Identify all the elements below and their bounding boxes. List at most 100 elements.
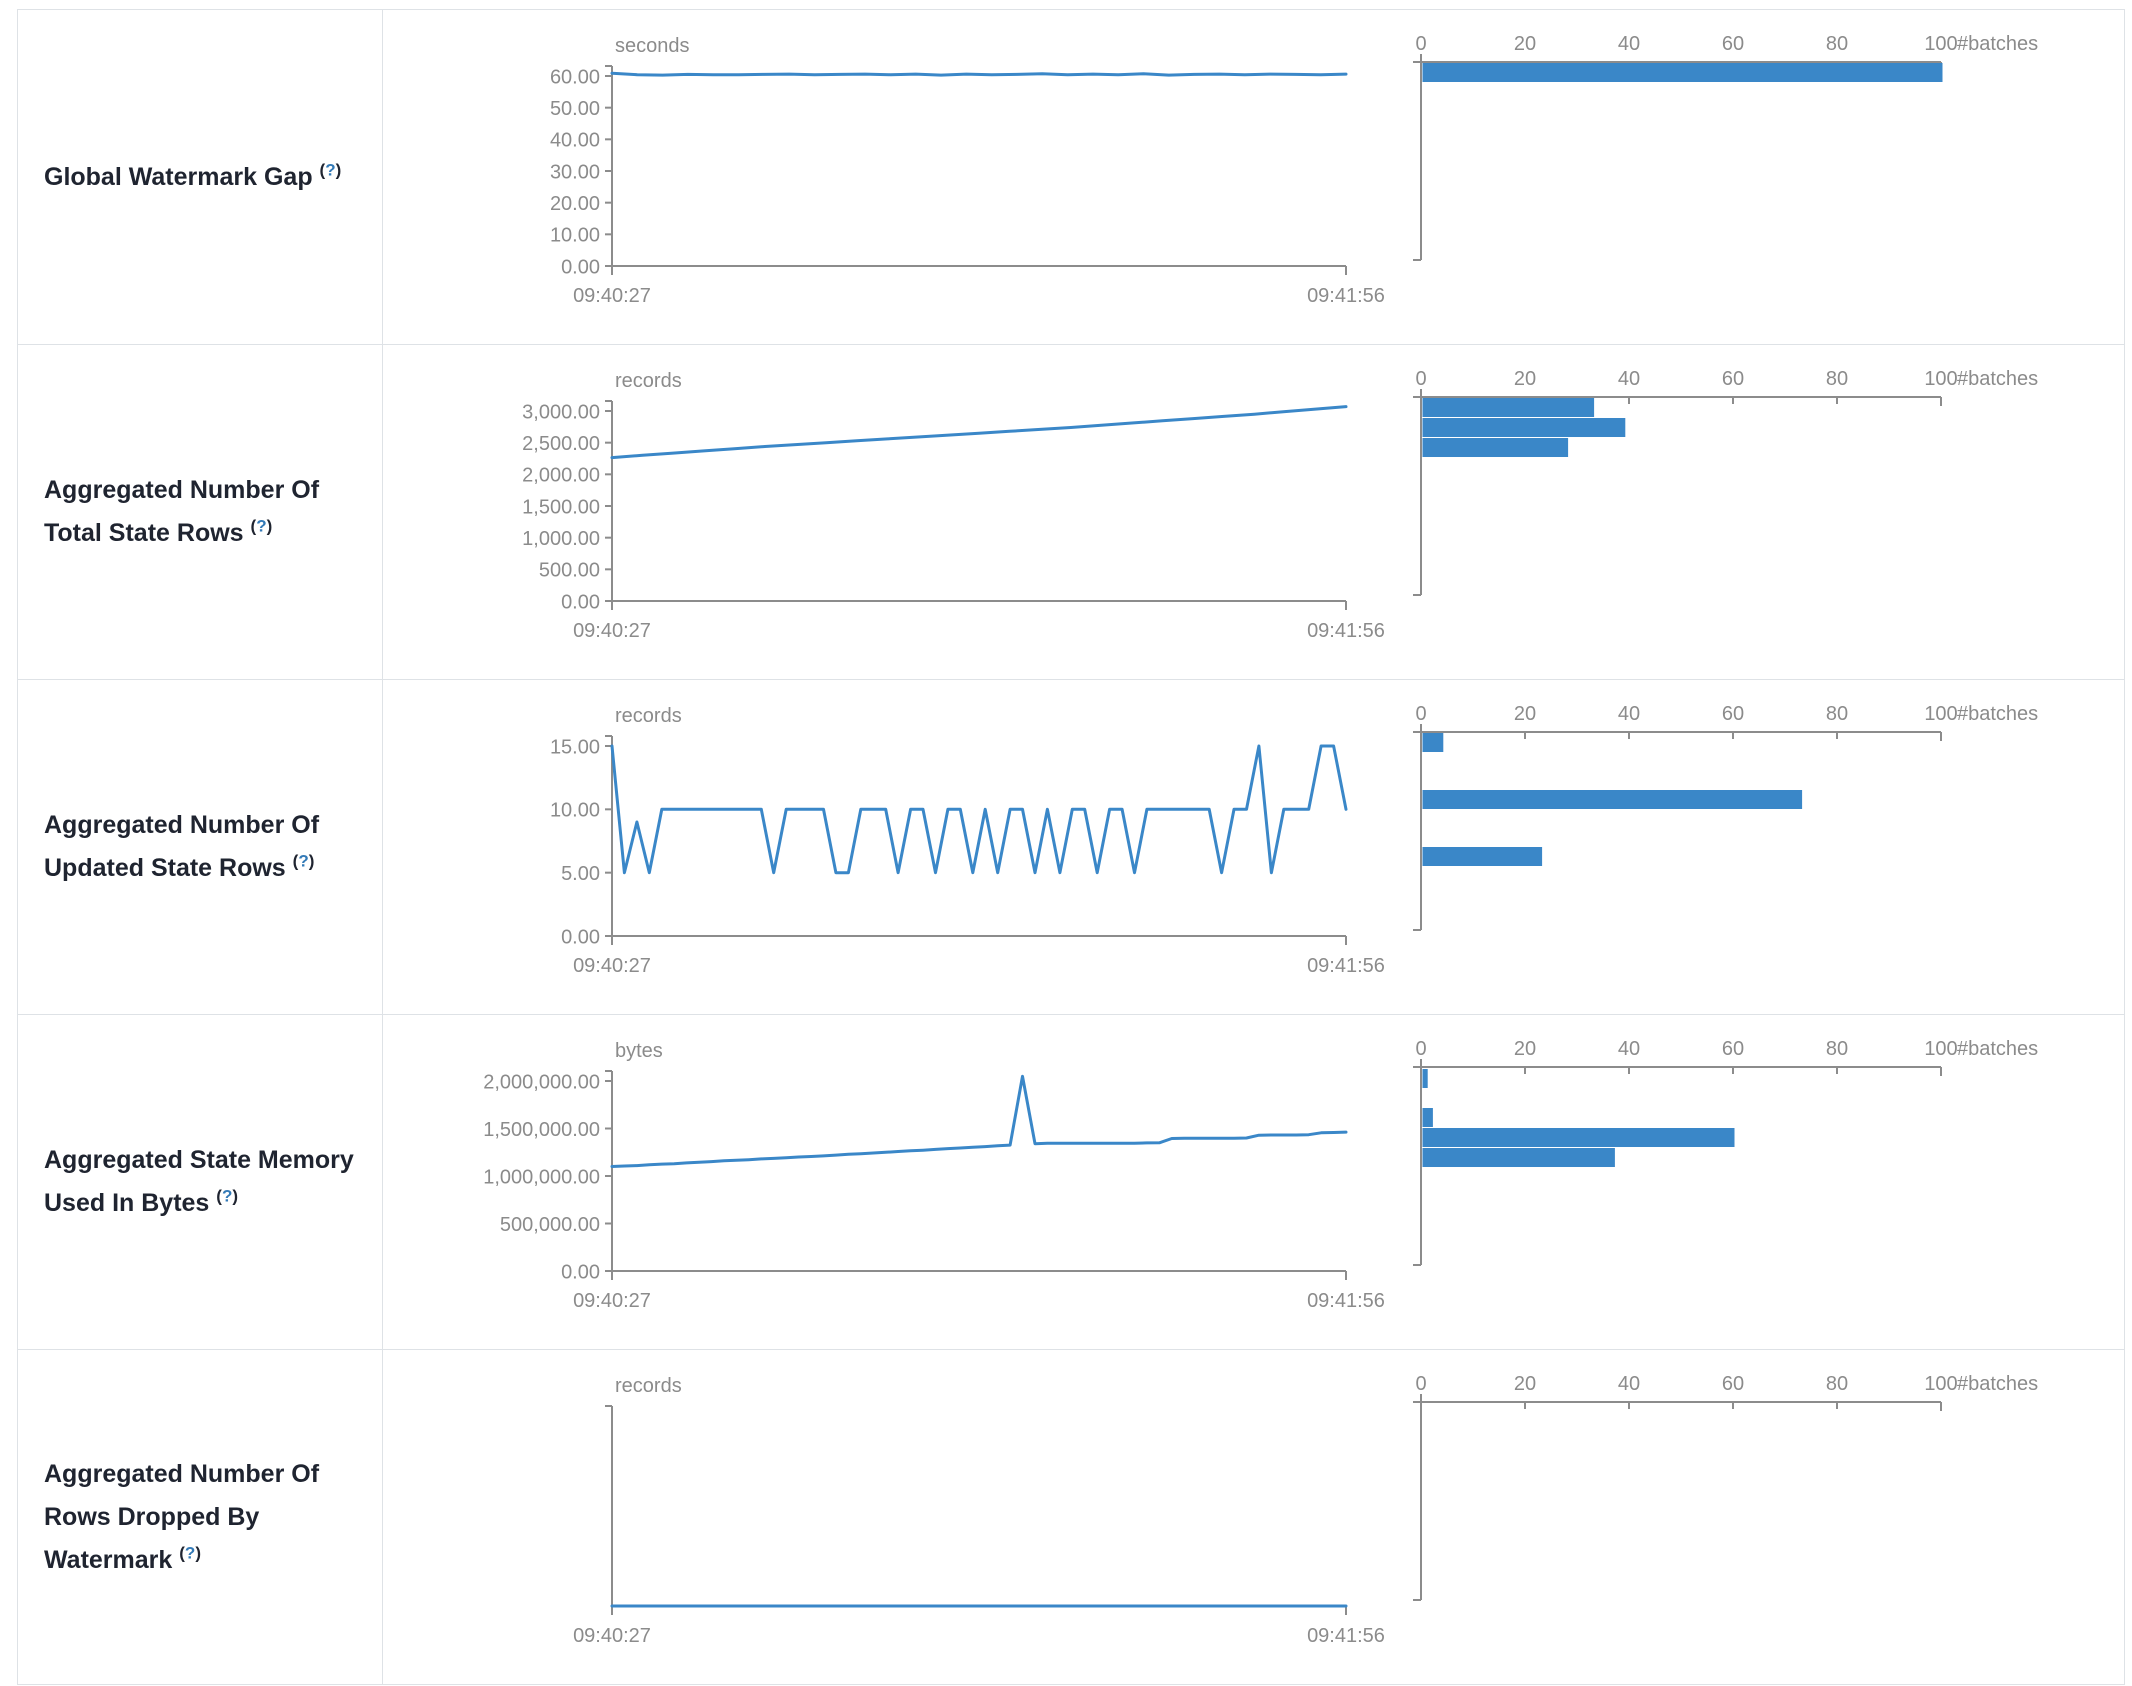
metric-chart-cell: seconds 60.00 50.00 40.00 30.00 20.00 10.00 0.0… — [383, 10, 2124, 344]
histogram-x-tick-label: 20 — [1514, 1038, 1536, 1060]
timeline-chart: bytes 2,000,000.00 1,500,000.00 1,000,000.0… — [483, 1040, 1385, 1312]
histogram-x-tick-label: 100 — [1924, 1373, 1957, 1395]
timeline-series-line — [610, 71, 1348, 77]
metric-charts-svg: records 15.00 10.00 5.00 0.00 09:40:27 09:41:5… — [550, 703, 2038, 977]
timeline-chart: records 3,000.00 2,500.00 2,000.00 1,500.00 1… — [522, 370, 1385, 642]
help-question-icon[interactable]: ? — [325, 160, 336, 180]
metric-label: Aggregated Number Of Rows Dropped By Wat… — [44, 1453, 354, 1582]
streaming-statistics-table: Global Watermark Gap (?) seconds 60.00 50.… — [17, 9, 2125, 1685]
metric-charts-svg: seconds 60.00 50.00 40.00 30.00 20.00 10.00 0.0… — [550, 33, 2038, 307]
metric-chart-cell: bytes 2,000,000.00 1,500,000.00 1,000,000.0… — [383, 1015, 2124, 1349]
metric-label: Aggregated Number Of Updated State Rows … — [44, 804, 354, 890]
histogram-x-tick-label: 40 — [1618, 368, 1640, 390]
timeline-y-tick-label: 5.00 — [561, 863, 600, 885]
metric-label-text: Aggregated Number Of Updated State Rows — [44, 811, 320, 882]
timeline-unit-label: records — [615, 705, 682, 727]
timeline-y-tick-label: 500.00 — [539, 560, 600, 582]
metric-row: Aggregated Number Of Total State Rows (?… — [18, 345, 2124, 680]
help-paren-open: ( — [216, 1186, 222, 1206]
help-question-icon[interactable]: ? — [184, 1543, 196, 1563]
help-link[interactable]: (?) — [320, 160, 342, 179]
timeline-y-tick-label: 20.00 — [550, 193, 600, 215]
timeline-end-time-label: 09:41:56 — [1307, 1625, 1385, 1647]
timeline-chart: seconds 60.00 50.00 40.00 30.00 20.00 10.00 0.0… — [550, 35, 1385, 307]
timeline-end-time-label: 09:41:56 — [1307, 620, 1385, 642]
timeline-start-time-label: 09:40:27 — [573, 285, 651, 307]
histogram-x-tick-label: 80 — [1826, 703, 1848, 725]
histogram-x-tick-label: 20 — [1514, 33, 1536, 55]
metric-label-cell: Aggregated Number Of Rows Dropped By Wat… — [18, 1350, 383, 1684]
histogram-bar — [1422, 398, 1595, 417]
histogram-x-tick-label: 0 — [1415, 703, 1426, 725]
timeline-y-tick-label: 2,500.00 — [522, 433, 600, 455]
histogram-x-tick-label: 60 — [1722, 368, 1744, 390]
histogram-x-tick-label: 60 — [1722, 33, 1744, 55]
help-link[interactable]: (?) — [293, 852, 315, 871]
metric-charts-svg: records 3,000.00 2,500.00 2,000.00 1,500.00 1… — [522, 368, 2038, 642]
timeline-y-tick-label: 0.00 — [561, 256, 600, 278]
histogram-x-tick-label: 100 — [1924, 1038, 1957, 1060]
timeline-y-tick-label: 30.00 — [550, 161, 600, 183]
metric-row: Global Watermark Gap (?) seconds 60.00 50.… — [18, 10, 2124, 345]
histogram-chart: 0 20 40 60 80 100 #batches — [1413, 703, 2038, 931]
histogram-x-tick-label: 80 — [1826, 1038, 1848, 1060]
histogram-x-tick-label: 0 — [1415, 1373, 1426, 1395]
timeline-y-tick-label: 2,000.00 — [522, 465, 600, 487]
help-paren-open: ( — [250, 516, 257, 536]
timeline-y-tick-label: 3,000.00 — [522, 401, 600, 423]
histogram-x-tick-label: 80 — [1826, 1373, 1848, 1395]
timeline-unit-label: records — [615, 370, 682, 392]
timeline-end-time-label: 09:41:56 — [1307, 955, 1385, 977]
histogram-x-tick-label: 20 — [1514, 703, 1536, 725]
help-paren-open: ( — [319, 160, 326, 180]
timeline-unit-label: bytes — [615, 1040, 663, 1062]
histogram-axis-title: #batches — [1957, 368, 2038, 390]
metric-charts-svg: bytes 2,000,000.00 1,500,000.00 1,000,000.0… — [483, 1038, 2038, 1312]
timeline-y-tick-label: 50.00 — [550, 98, 600, 120]
metric-label-text: Aggregated State Memory Used In Bytes — [44, 1146, 354, 1217]
timeline-unit-label: seconds — [615, 35, 690, 57]
histogram-x-tick-label: 100 — [1924, 703, 1957, 725]
histogram-bar — [1422, 1069, 1428, 1088]
metric-label-text: Aggregated Number Of Total State Rows — [44, 476, 320, 547]
help-link[interactable]: (?) — [179, 1543, 201, 1562]
histogram-x-tick-label: 40 — [1618, 1373, 1640, 1395]
histogram-axis-title: #batches — [1957, 1038, 2038, 1060]
timeline-y-tick-label: 40.00 — [550, 130, 600, 152]
metric-label: Aggregated Number Of Total State Rows (?… — [44, 469, 354, 555]
metric-label-cell: Aggregated Number Of Updated State Rows … — [18, 680, 383, 1014]
timeline-y-tick-label: 60.00 — [550, 66, 600, 88]
help-link[interactable]: (?) — [251, 517, 273, 536]
histogram-bar — [1422, 1128, 1735, 1147]
help-paren-close: ) — [195, 1543, 201, 1563]
help-link[interactable]: (?) — [216, 1187, 238, 1206]
histogram-x-tick-label: 0 — [1415, 1038, 1426, 1060]
timeline-unit-label: records — [615, 1375, 682, 1397]
help-paren-close: ) — [308, 851, 315, 871]
timeline-series-line — [610, 1074, 1348, 1168]
timeline-series-line — [610, 405, 1348, 460]
help-paren-close: ) — [232, 1186, 239, 1206]
histogram-x-tick-label: 80 — [1826, 368, 1848, 390]
histogram-x-tick-label: 60 — [1722, 1373, 1744, 1395]
help-question-icon[interactable]: ? — [298, 851, 309, 871]
histogram-x-tick-label: 100 — [1924, 33, 1957, 55]
histogram-bar — [1422, 790, 1803, 809]
metric-charts-svg: records 09:40:27 09:41:56 0 20 40 60 80 100 #batc… — [573, 1373, 2038, 1647]
metric-chart-cell: records 3,000.00 2,500.00 2,000.00 1,500.00 1… — [383, 345, 2124, 679]
help-paren-close: ) — [335, 160, 342, 180]
histogram-chart: 0 20 40 60 80 100 #batches — [1413, 33, 2038, 261]
histogram-chart: 0 20 40 60 80 100 #batches — [1413, 368, 2038, 596]
metric-row: Aggregated Number Of Updated State Rows … — [18, 680, 2124, 1015]
timeline-start-time-label: 09:40:27 — [573, 620, 651, 642]
metric-label: Aggregated State Memory Used In Bytes (?… — [44, 1139, 354, 1225]
metric-label-text: Aggregated Number Of Rows Dropped By Wat… — [44, 1459, 320, 1574]
histogram-bar — [1422, 1108, 1433, 1127]
help-question-icon[interactable]: ? — [256, 516, 267, 536]
help-question-icon[interactable]: ? — [221, 1186, 233, 1206]
histogram-x-tick-label: 0 — [1415, 368, 1426, 390]
timeline-y-tick-label: 0.00 — [561, 591, 600, 613]
histogram-chart: 0 20 40 60 80 100 #batches — [1413, 1373, 2038, 1601]
histogram-x-tick-label: 20 — [1514, 1373, 1536, 1395]
timeline-end-time-label: 09:41:56 — [1307, 1290, 1385, 1312]
